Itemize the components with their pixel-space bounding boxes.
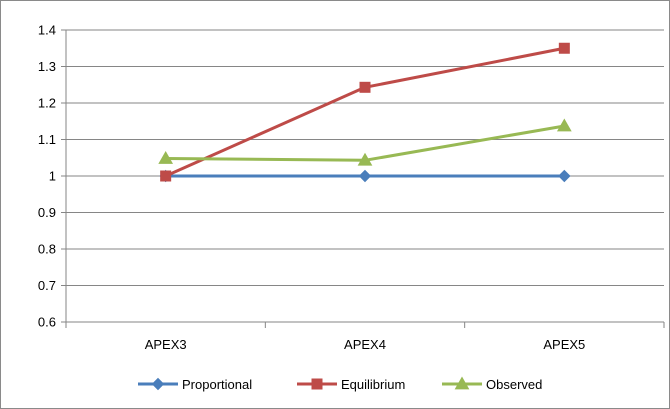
series [158,42,572,183]
y-tick-label: 1.2 [38,96,56,111]
legend-label-equilibrium: Equilibrium [341,377,405,392]
data-point-proportional-apex5 [558,169,571,183]
y-tick-label: 1.4 [38,23,56,38]
y-tick-labels: 0.6 0.7 0.8 0.9 1 1.1 1.2 1.3 1.4 [38,23,56,330]
y-tick-label: 0.8 [38,242,56,257]
x-tick-label-apex5: APEX5 [543,337,585,352]
y-tick-label: 1 [49,169,56,184]
legend-label-observed: Observed [486,377,542,392]
y-tick-label: 0.6 [38,315,56,330]
data-point-observed-apex4 [357,152,373,166]
gridlines [66,29,664,286]
series-observed [158,118,572,166]
legend-item-observed: Observed [442,376,542,392]
y-tick-label: 1.1 [38,132,56,147]
x-tick-labels: APEX3 APEX4 APEX5 [145,337,586,352]
series-equilibrium [160,42,570,182]
data-point-observed-apex5 [556,118,572,132]
axes [61,29,665,328]
series-proportional [159,169,571,183]
data-point-equilibrium-apex5 [558,42,570,54]
legend-marker-equilibrium [311,378,323,390]
legend-label-proportional: Proportional [182,377,252,392]
y-tick-label: 0.9 [38,205,56,220]
data-point-observed-apex3 [158,150,174,164]
data-point-proportional-apex4 [358,169,372,183]
legend-item-proportional: Proportional [138,377,252,392]
x-tick-label-apex4: APEX4 [344,337,386,352]
legend-marker-observed [454,376,470,390]
y-tick-label: 0.7 [38,278,56,293]
x-tick-label-apex3: APEX3 [145,337,187,352]
legend-item-equilibrium: Equilibrium [297,377,405,392]
data-point-equilibrium-apex3 [160,170,172,182]
data-point-equilibrium-apex4 [359,81,371,93]
y-tick-label: 1.3 [38,59,56,74]
legend-marker-proportional [151,377,165,391]
legend: Proportional Equilibrium Observed [138,376,542,392]
